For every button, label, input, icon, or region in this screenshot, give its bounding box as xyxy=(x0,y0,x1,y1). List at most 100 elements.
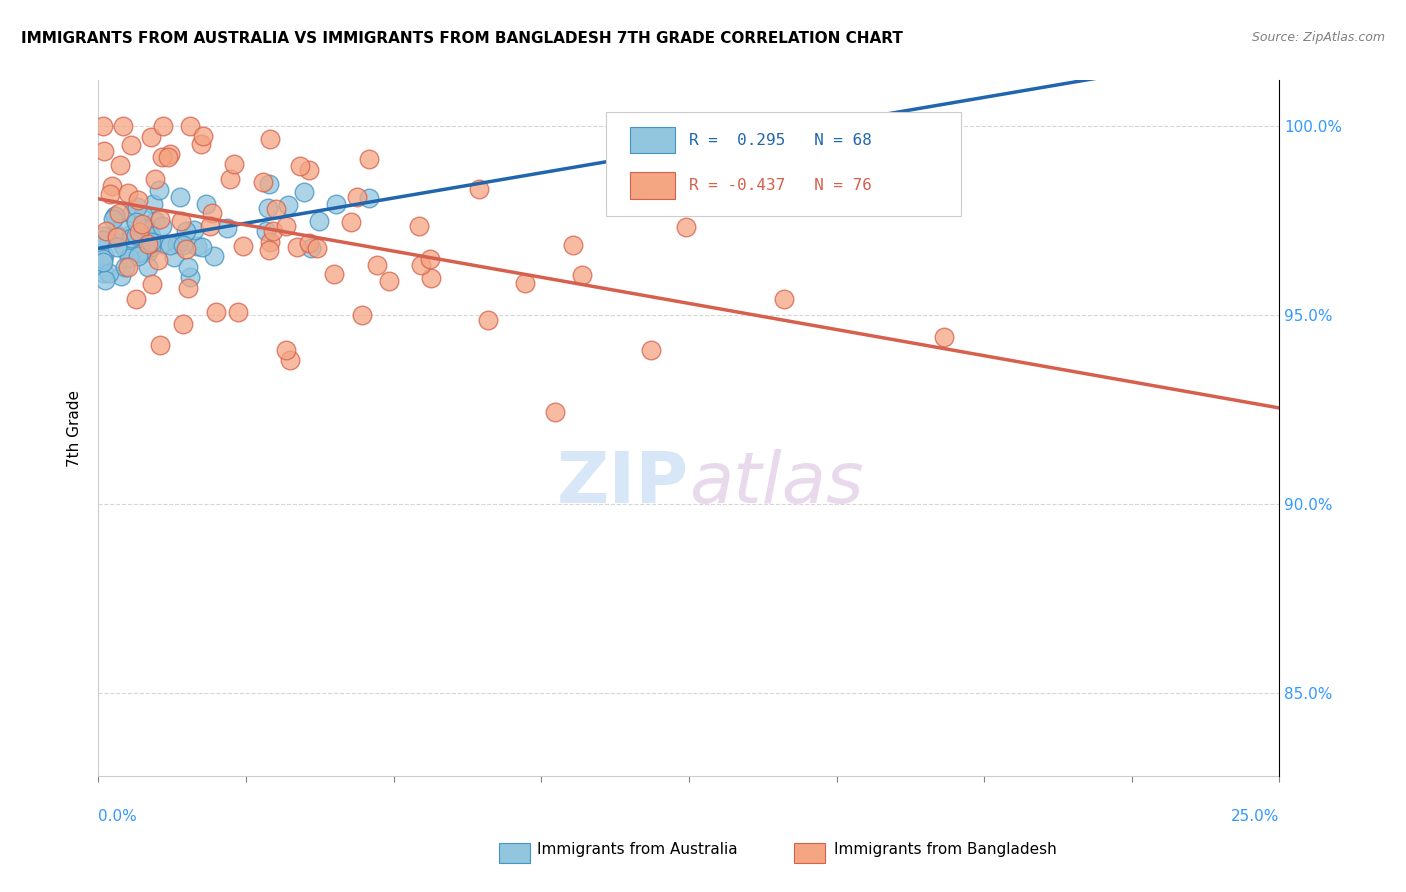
Point xyxy=(120,137,142,152)
Point xyxy=(254,223,277,237)
Point xyxy=(257,178,280,192)
Point xyxy=(104,209,127,223)
Point xyxy=(127,200,149,214)
Point xyxy=(357,191,380,205)
Point xyxy=(104,209,127,223)
Point xyxy=(934,330,956,344)
Point xyxy=(129,245,152,260)
Point xyxy=(378,275,401,289)
Point xyxy=(571,268,593,282)
Point xyxy=(111,119,134,133)
Point xyxy=(152,237,174,252)
Point xyxy=(120,231,142,245)
Point xyxy=(198,219,221,234)
Point xyxy=(152,150,174,164)
Point xyxy=(131,217,153,231)
Text: 0.0%: 0.0% xyxy=(98,809,138,823)
Point xyxy=(350,308,373,322)
Point xyxy=(232,239,254,253)
Point xyxy=(136,260,159,274)
Point xyxy=(143,172,166,186)
Point xyxy=(163,250,186,264)
Point xyxy=(277,198,299,212)
Point xyxy=(101,211,124,226)
Point xyxy=(114,243,136,257)
Point xyxy=(125,292,148,306)
Point xyxy=(172,238,194,252)
Text: R = -0.437   N = 76: R = -0.437 N = 76 xyxy=(689,178,872,193)
Point xyxy=(174,243,197,257)
Point xyxy=(177,281,200,295)
Point xyxy=(117,186,139,200)
Point xyxy=(408,219,430,233)
Point xyxy=(169,190,191,204)
Point xyxy=(149,338,172,352)
Point xyxy=(91,254,114,268)
Point xyxy=(117,260,139,275)
Point xyxy=(257,201,280,215)
Point xyxy=(93,145,115,159)
Point xyxy=(259,235,281,249)
Point xyxy=(346,190,368,204)
Point xyxy=(118,251,141,265)
Point xyxy=(91,252,114,267)
Point xyxy=(93,248,115,262)
Point xyxy=(134,221,156,235)
Point xyxy=(148,211,170,226)
Point xyxy=(177,260,200,275)
Point xyxy=(94,273,117,287)
Point xyxy=(110,269,132,284)
Point xyxy=(252,176,274,190)
Y-axis label: 7th Grade: 7th Grade xyxy=(67,390,83,467)
Point xyxy=(141,277,163,291)
Text: Immigrants from Australia: Immigrants from Australia xyxy=(537,842,738,856)
Point xyxy=(110,222,132,236)
Point xyxy=(131,228,153,243)
Text: Immigrants from Bangladesh: Immigrants from Bangladesh xyxy=(834,842,1056,856)
Point xyxy=(105,230,128,244)
Point xyxy=(156,150,179,164)
Point xyxy=(467,182,489,196)
Point xyxy=(226,305,249,319)
Point xyxy=(191,240,214,254)
Point xyxy=(366,258,388,272)
Point xyxy=(91,229,114,244)
Point xyxy=(138,236,160,251)
Point xyxy=(179,270,201,285)
Point xyxy=(111,239,134,253)
Point xyxy=(105,228,128,243)
Point xyxy=(143,214,166,228)
Point xyxy=(120,240,142,254)
Point xyxy=(128,246,150,260)
Point xyxy=(179,119,201,133)
Point xyxy=(139,228,162,243)
Point xyxy=(97,266,120,280)
Point xyxy=(305,241,328,255)
Point xyxy=(167,236,190,251)
Point xyxy=(148,183,170,197)
Point xyxy=(190,137,212,152)
Point xyxy=(194,196,217,211)
Point xyxy=(125,227,148,242)
Point xyxy=(274,219,297,233)
Point xyxy=(121,205,143,219)
Point xyxy=(640,343,662,358)
Point xyxy=(159,238,181,252)
Point xyxy=(325,197,347,211)
Point xyxy=(172,318,194,332)
Point xyxy=(166,236,188,251)
Point xyxy=(219,171,242,186)
Point xyxy=(150,219,173,233)
Point xyxy=(127,193,149,207)
Point xyxy=(278,352,301,367)
Point xyxy=(322,267,344,281)
Text: R =  0.295   N = 68: R = 0.295 N = 68 xyxy=(689,133,872,147)
Point xyxy=(308,214,330,228)
Point xyxy=(91,119,114,133)
Point xyxy=(108,158,131,172)
Point xyxy=(290,159,312,173)
Point xyxy=(108,206,131,220)
Point xyxy=(264,202,287,217)
Point xyxy=(148,253,170,268)
Point xyxy=(191,128,214,143)
